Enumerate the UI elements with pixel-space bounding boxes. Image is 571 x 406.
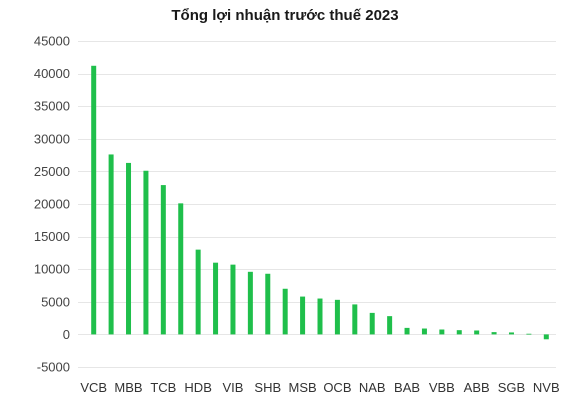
y-tick-label: 20000 bbox=[34, 197, 70, 212]
gridlines bbox=[78, 41, 556, 368]
bar-4 bbox=[143, 170, 149, 335]
y-tick-label: -5000 bbox=[37, 360, 70, 375]
bar-2 bbox=[108, 154, 114, 335]
bar-6 bbox=[178, 203, 184, 335]
bar-msb bbox=[300, 296, 306, 335]
y-tick-label: 0 bbox=[63, 327, 70, 342]
x-tick-label-vbb: VBB bbox=[429, 380, 455, 395]
y-tick-label: 45000 bbox=[34, 34, 70, 49]
bar-sgb bbox=[508, 332, 514, 335]
y-axis-labels: -5000 0 5000 10000 15000 20000 25000 30000 35000… bbox=[34, 34, 70, 375]
bar-nab bbox=[369, 312, 375, 335]
y-tick-label: 40000 bbox=[34, 66, 70, 81]
y-tick-label: 25000 bbox=[34, 164, 70, 179]
bar-12 bbox=[282, 288, 288, 335]
y-tick-label: 15000 bbox=[34, 229, 70, 244]
bar-vcb bbox=[91, 65, 97, 335]
bar-ocb bbox=[334, 299, 340, 335]
x-tick-label-msb: MSB bbox=[289, 380, 317, 395]
bar-tcb bbox=[160, 185, 166, 335]
x-tick-label-shb: SHB bbox=[254, 380, 281, 395]
bar-8 bbox=[213, 262, 219, 335]
x-tick-label-hdb: HDB bbox=[184, 380, 211, 395]
bar-22 bbox=[456, 330, 462, 335]
x-tick-label-ocb: OCB bbox=[323, 380, 351, 395]
bar-24 bbox=[491, 332, 497, 335]
bar-vbb bbox=[439, 329, 445, 335]
bar-shb bbox=[265, 273, 271, 335]
x-tick-label-vcb: VCB bbox=[80, 380, 107, 395]
x-tick-label-nvb: NVB bbox=[533, 380, 560, 395]
x-tick-label-nab: NAB bbox=[359, 380, 386, 395]
bar-18 bbox=[387, 316, 393, 335]
x-tick-label-abb: ABB bbox=[464, 380, 490, 395]
y-tick-label: 10000 bbox=[34, 262, 70, 277]
x-tick-label-vib: VIB bbox=[222, 380, 243, 395]
bars bbox=[91, 65, 549, 340]
bar-26 bbox=[526, 333, 532, 335]
y-tick-label: 35000 bbox=[34, 99, 70, 114]
bar-20 bbox=[421, 328, 427, 335]
x-tick-label-tcb: TCB bbox=[150, 380, 176, 395]
x-tick-label-mbb: MBB bbox=[114, 380, 142, 395]
bar-16 bbox=[352, 304, 358, 335]
bar-14 bbox=[317, 298, 323, 335]
bar-vib bbox=[230, 264, 236, 335]
y-tick-label: 30000 bbox=[34, 131, 70, 146]
bar-10 bbox=[247, 271, 253, 335]
x-tick-label-sgb: SGB bbox=[498, 380, 525, 395]
chart-title: Tổng lợi nhuận trước thuế 2023 bbox=[171, 7, 398, 24]
bar-hdb bbox=[195, 249, 201, 335]
bar-abb bbox=[474, 330, 480, 335]
bar-mbb bbox=[126, 162, 132, 335]
x-tick-label-bab: BAB bbox=[394, 380, 420, 395]
bar-bab bbox=[404, 327, 410, 335]
y-tick-label: 5000 bbox=[41, 294, 70, 309]
bar-nvb bbox=[543, 334, 549, 340]
x-axis-labels: VCB MBB TCB HDB VIB SHB MSB OCB NAB BAB VBB ABB SGB N… bbox=[80, 380, 559, 395]
